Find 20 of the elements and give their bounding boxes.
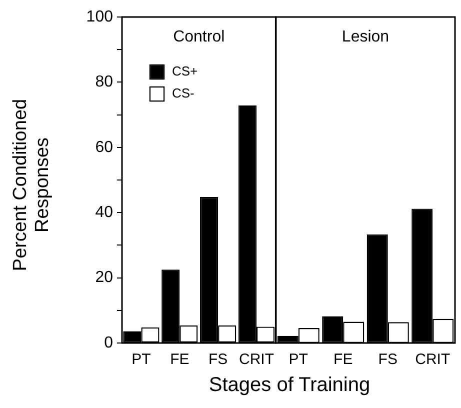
- x-tick-label: FE: [170, 351, 190, 368]
- y-axis-title: Percent Conditioned Responses: [10, 98, 54, 274]
- x-tick-label: FE: [334, 351, 353, 368]
- x-tick-label: PT: [288, 351, 308, 368]
- x-axis-title: Stages of Training: [208, 374, 372, 397]
- legend-label: CS+: [172, 64, 198, 79]
- x-tick-label: CRIT: [415, 351, 450, 368]
- y-tick-label: 40: [95, 204, 114, 222]
- x-tick-label: PT: [132, 351, 151, 368]
- x-tick-label: FS: [378, 351, 398, 368]
- x-tick-label: FS: [208, 351, 228, 368]
- text: Control: [173, 28, 225, 46]
- y-tick-label: 20: [95, 269, 114, 286]
- y-tick-label: 60: [95, 138, 114, 156]
- y-tick-label: 0: [104, 334, 114, 352]
- y-tick-label: 80: [95, 74, 114, 91]
- x-tick-label: CRIT: [239, 351, 274, 368]
- y-tick-label: 100: [86, 8, 114, 26]
- legend-label: CS-: [172, 86, 194, 101]
- text: Lesion: [342, 28, 390, 46]
